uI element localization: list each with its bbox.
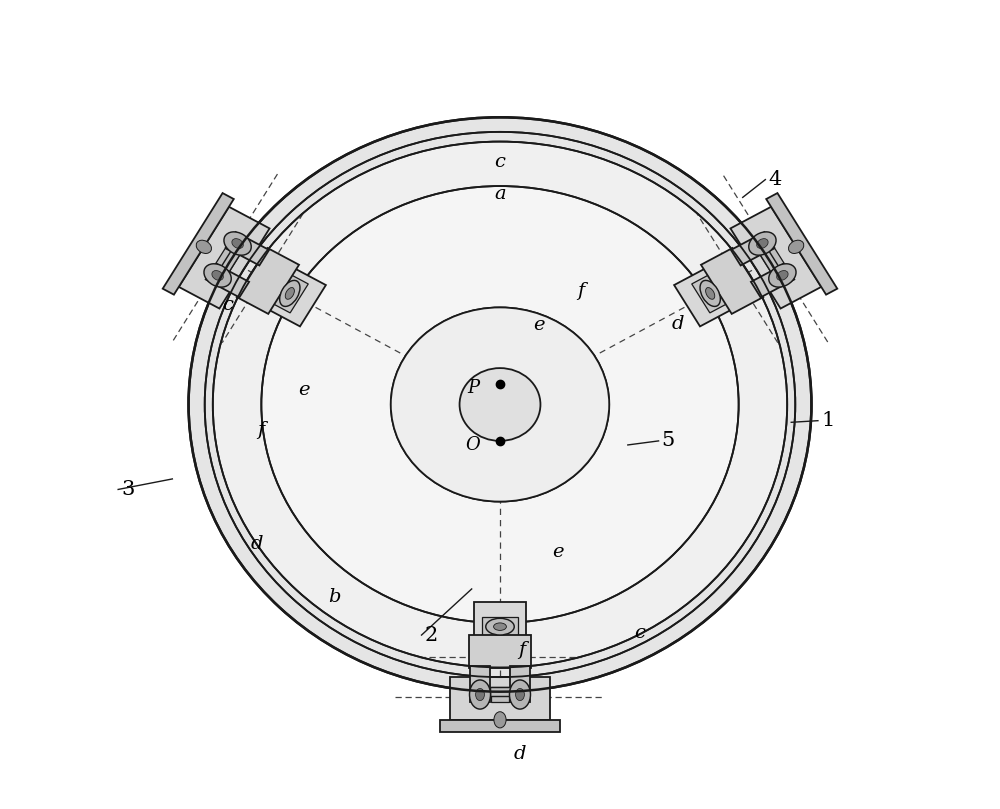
Polygon shape [490,687,510,696]
Polygon shape [701,248,763,314]
Text: O: O [465,436,480,454]
Polygon shape [761,248,784,270]
Text: c: c [634,624,645,642]
Text: b: b [328,588,340,606]
Polygon shape [510,666,530,702]
Polygon shape [261,265,326,326]
Ellipse shape [460,368,540,441]
Polygon shape [179,207,270,308]
Text: c: c [222,296,233,314]
Polygon shape [474,602,526,644]
Polygon shape [730,207,821,308]
Text: f: f [577,282,585,300]
Polygon shape [766,193,837,294]
Polygon shape [226,232,269,265]
Polygon shape [237,248,299,314]
Polygon shape [482,616,518,637]
Ellipse shape [391,307,609,502]
Ellipse shape [706,287,715,299]
Ellipse shape [486,618,514,635]
Text: P: P [468,379,480,397]
Text: d: d [672,315,684,332]
Ellipse shape [494,712,506,728]
Ellipse shape [280,281,300,307]
Text: c: c [495,153,505,171]
Polygon shape [216,248,239,270]
Polygon shape [731,232,774,265]
Polygon shape [723,276,734,290]
Ellipse shape [189,117,811,692]
Ellipse shape [769,264,796,287]
Ellipse shape [700,281,720,307]
Ellipse shape [516,688,524,701]
Ellipse shape [749,232,776,255]
Ellipse shape [494,623,506,630]
Ellipse shape [213,142,787,667]
Polygon shape [440,720,560,732]
Ellipse shape [391,307,609,502]
Ellipse shape [285,287,294,299]
Polygon shape [470,666,490,702]
Text: 3: 3 [121,480,135,499]
Ellipse shape [232,239,243,248]
Polygon shape [266,276,277,290]
Ellipse shape [224,232,251,255]
Polygon shape [163,193,234,294]
Text: e: e [552,543,564,561]
Polygon shape [450,676,550,720]
Text: e: e [298,381,310,399]
Ellipse shape [777,270,788,281]
Text: O: O [465,436,480,454]
Polygon shape [751,264,794,298]
Text: 4: 4 [768,170,782,189]
Ellipse shape [212,270,223,281]
Polygon shape [493,644,507,650]
Ellipse shape [470,680,491,709]
Ellipse shape [261,186,739,623]
Polygon shape [760,251,779,271]
Ellipse shape [476,688,484,701]
Polygon shape [692,273,729,313]
Text: 2: 2 [425,625,438,645]
Text: e: e [533,316,545,334]
Ellipse shape [509,680,530,709]
Text: 5: 5 [662,431,675,451]
Polygon shape [469,635,531,668]
Text: f: f [518,642,525,659]
Ellipse shape [757,239,768,248]
Polygon shape [491,687,509,702]
Polygon shape [271,273,308,313]
Text: d: d [514,745,526,763]
Polygon shape [221,251,240,271]
Ellipse shape [789,240,804,253]
Polygon shape [674,265,739,326]
Ellipse shape [196,240,211,253]
Text: a: a [494,185,506,203]
Text: f: f [257,421,264,439]
Text: d: d [251,535,264,553]
Ellipse shape [204,264,231,287]
Polygon shape [206,264,249,298]
Ellipse shape [460,368,540,441]
Text: P: P [468,379,480,397]
Text: 1: 1 [821,411,834,430]
